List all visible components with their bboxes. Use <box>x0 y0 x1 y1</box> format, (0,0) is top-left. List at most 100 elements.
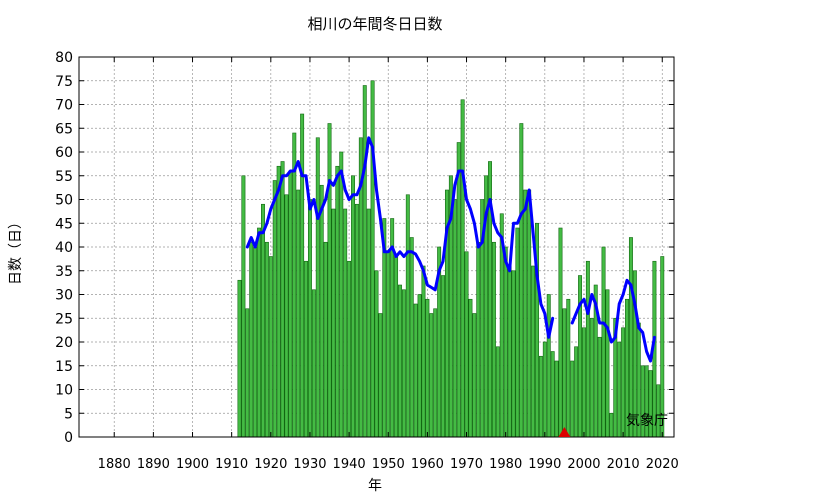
y-tick-label: 20 <box>55 335 73 351</box>
x-tick-label: 1980 <box>489 457 522 472</box>
chart-title: 相川の年間冬日日数 <box>307 15 442 33</box>
bar <box>307 199 312 438</box>
x-tick-label: 1990 <box>528 457 561 472</box>
bar <box>597 336 602 438</box>
bar <box>401 289 406 438</box>
bar <box>515 227 520 438</box>
bar <box>253 246 258 438</box>
x-tick-label: 2000 <box>567 457 600 472</box>
y-tick-label: 70 <box>55 98 73 114</box>
y-tick-label: 35 <box>55 264 73 280</box>
y-tick-label: 75 <box>55 74 73 90</box>
bar <box>605 289 610 438</box>
bar <box>456 142 461 438</box>
bar <box>304 260 309 438</box>
bar <box>245 308 250 438</box>
bar <box>621 327 626 438</box>
bar <box>315 137 320 438</box>
bar <box>476 241 481 438</box>
bar <box>280 161 285 438</box>
bar <box>319 184 324 438</box>
bar <box>241 175 246 438</box>
bar <box>268 256 273 438</box>
bar <box>327 123 332 438</box>
trend-line-segment <box>570 278 656 363</box>
bar <box>441 275 446 438</box>
y-tick-label: 55 <box>55 169 73 185</box>
bar <box>491 241 496 438</box>
bar <box>519 123 524 438</box>
bar <box>589 317 594 438</box>
y-tick-label: 0 <box>64 430 73 446</box>
bar <box>582 327 586 438</box>
marker-layer <box>558 427 571 437</box>
trend-line <box>245 136 656 363</box>
bar <box>628 237 633 438</box>
bar <box>570 360 575 438</box>
bar <box>362 85 367 438</box>
bar <box>531 265 536 438</box>
bar <box>425 298 430 438</box>
bar <box>585 260 590 438</box>
bar <box>566 298 571 438</box>
bar <box>558 227 563 438</box>
y-axis-label: 日数（日） <box>8 215 24 285</box>
x-tick-label: 1940 <box>333 457 366 472</box>
bar <box>288 170 293 438</box>
bar <box>264 241 269 438</box>
bar <box>495 346 500 438</box>
bar <box>272 180 277 438</box>
bar <box>335 165 340 438</box>
bar <box>578 275 583 438</box>
bar <box>656 384 661 438</box>
y-tick-label: 80 <box>55 50 73 66</box>
bar <box>511 270 516 438</box>
bar <box>601 246 606 438</box>
bar <box>311 289 316 438</box>
bar <box>538 355 543 438</box>
bar <box>351 175 355 438</box>
x-tick-label: 1910 <box>215 457 248 472</box>
bar <box>339 151 344 438</box>
y-tick-label: 5 <box>64 406 73 422</box>
bar <box>617 341 622 438</box>
bar <box>398 284 402 438</box>
bar <box>386 251 391 438</box>
bar <box>542 341 547 438</box>
bar <box>284 194 289 438</box>
y-tick-label: 45 <box>55 216 73 232</box>
y-axis: 0 5 10 15 20 25 30 35 40 45 50 55 60 65 70 75 80 <box>55 50 674 446</box>
bar <box>292 132 297 438</box>
bar <box>503 246 508 438</box>
bar <box>374 270 379 438</box>
source-label: 気象庁 <box>626 413 668 429</box>
bar <box>562 308 567 438</box>
bar <box>574 346 579 438</box>
bar <box>261 203 265 438</box>
bar <box>523 189 528 438</box>
y-tick-label: 10 <box>55 383 73 399</box>
x-tick-label: 1950 <box>372 457 405 472</box>
bar <box>331 208 336 438</box>
bar <box>300 113 305 438</box>
y-tick-label: 15 <box>55 359 73 375</box>
bar <box>378 313 383 438</box>
x-tick-label: 2010 <box>607 457 640 472</box>
x-tick-label: 1900 <box>176 457 209 472</box>
y-tick-label: 25 <box>55 311 73 327</box>
bar <box>460 99 465 438</box>
bar <box>554 360 559 438</box>
x-tick-label: 2020 <box>646 457 679 472</box>
bar <box>433 308 438 438</box>
bar <box>343 208 348 438</box>
x-tick-label: 1880 <box>98 457 131 472</box>
y-tick-label: 65 <box>55 121 73 137</box>
x-axis-label: 年 <box>368 478 382 494</box>
y-tick-label: 40 <box>55 240 73 256</box>
bar <box>421 265 426 438</box>
x-axis: 1880 1890 1900 1910 1920 1930 1940 1950 1960 1970… <box>98 57 679 472</box>
bar <box>429 313 434 438</box>
bar <box>323 241 328 438</box>
bar <box>507 265 512 438</box>
